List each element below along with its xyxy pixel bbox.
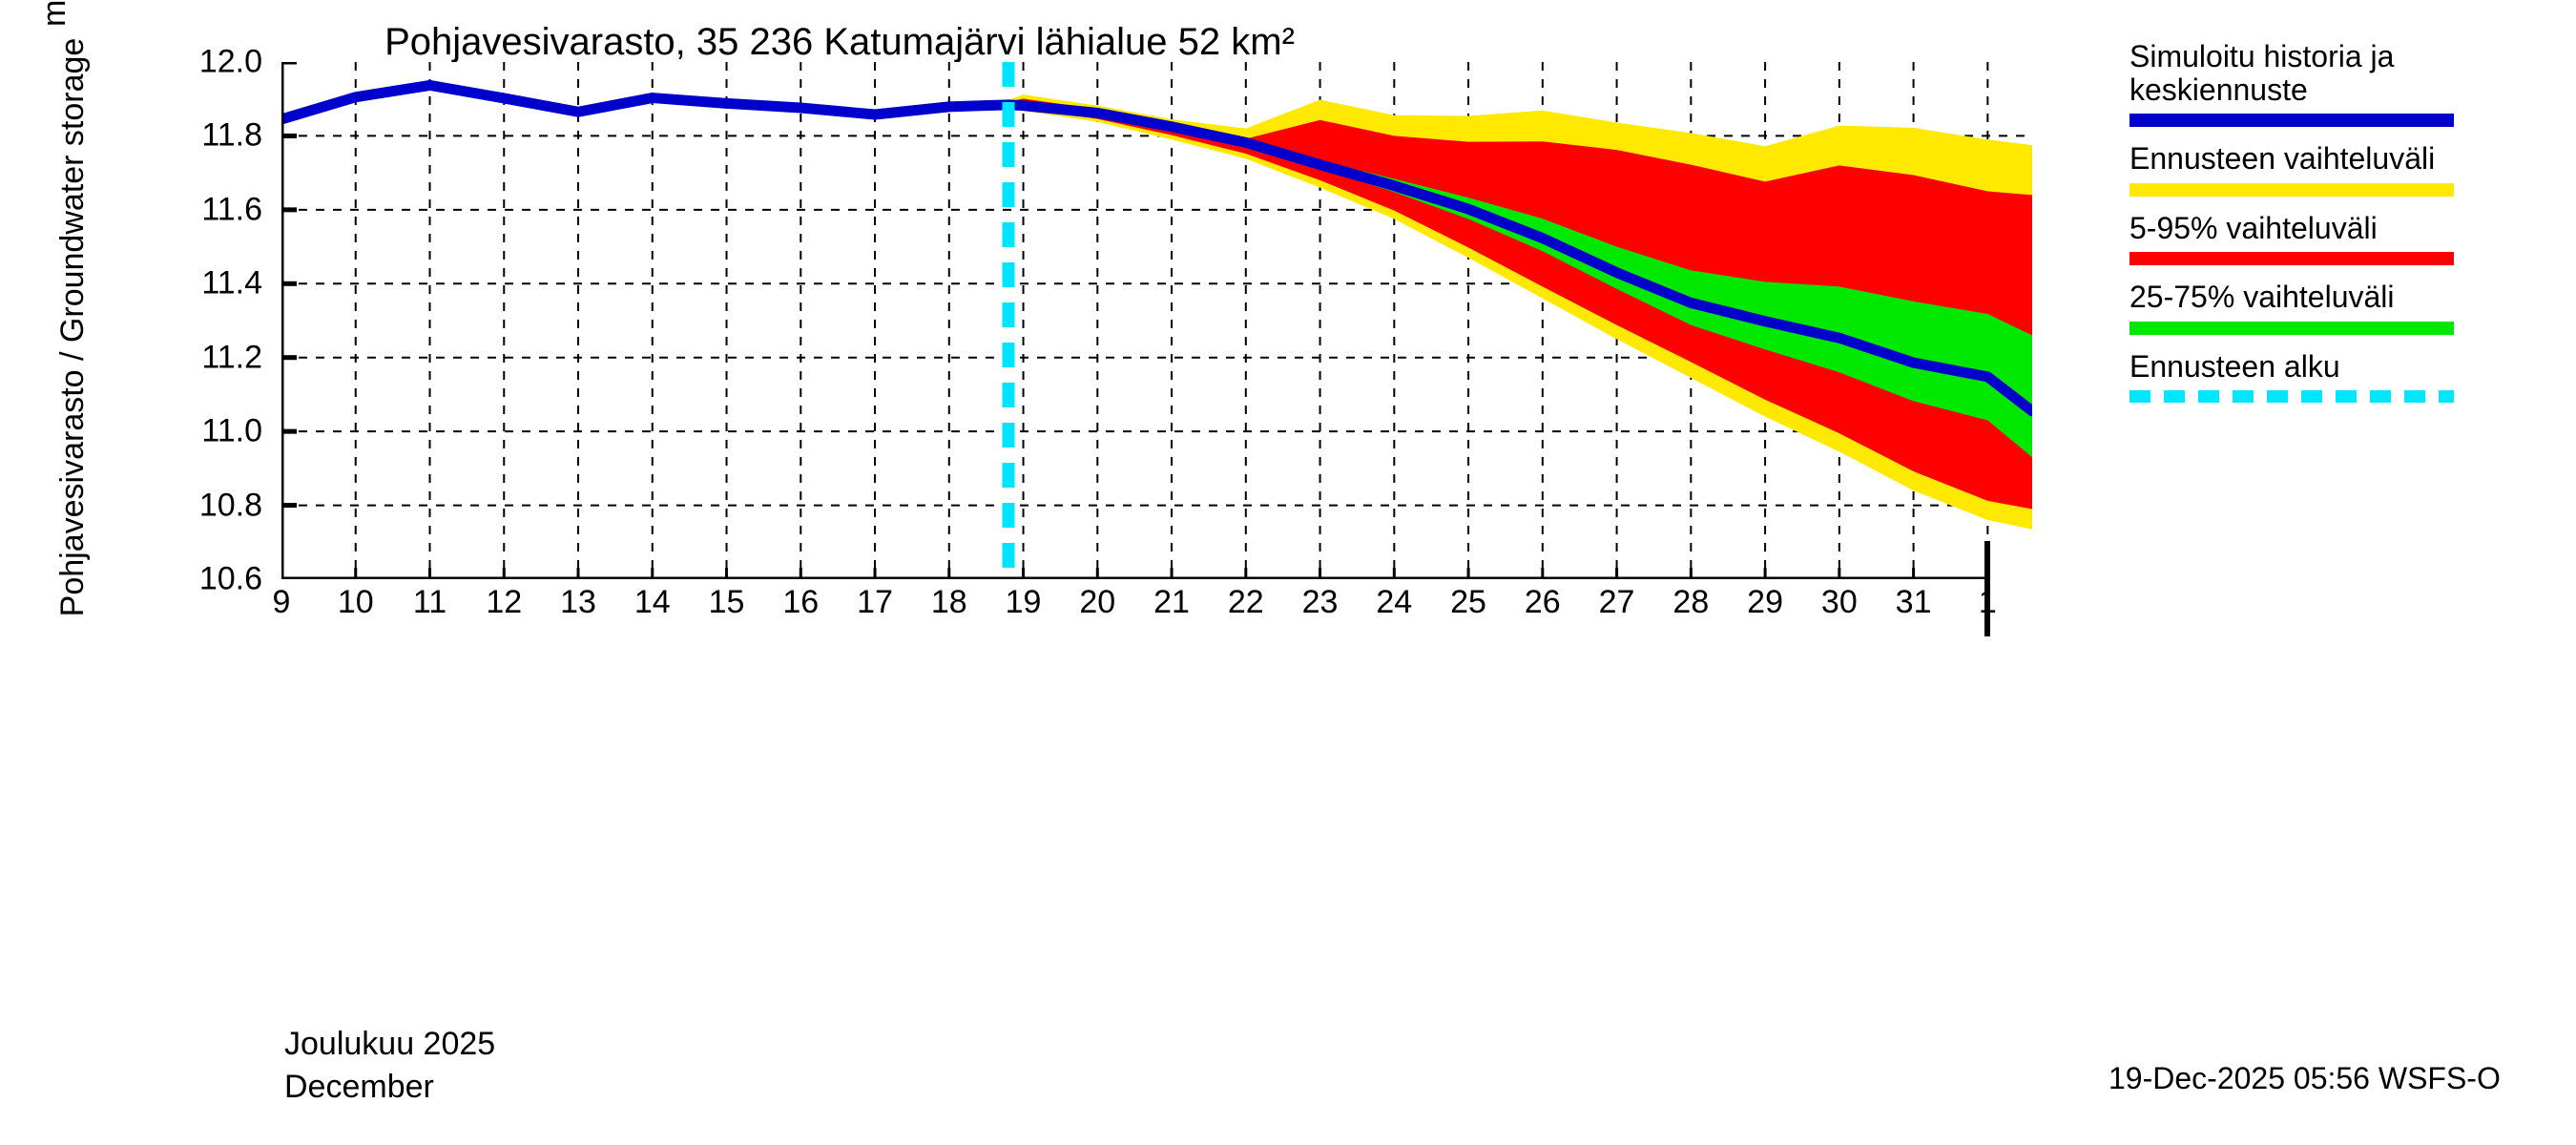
x-axis-tick-label: 9 (272, 584, 291, 620)
history-line (281, 79, 1014, 125)
legend-swatch-solid (2129, 114, 2454, 128)
x-axis-tick-label: 15 (708, 584, 745, 620)
x-axis-tick-label: 19 (1005, 584, 1042, 620)
y-axis-tick-label: 10.8 (198, 487, 262, 524)
legend-label: 5-95% vaihteluväli (2129, 210, 2378, 245)
page-title: Pohjavesivarasto, 35 236 Katumajärvi läh… (384, 21, 1295, 63)
y-axis-tick-label: 11.0 (201, 412, 262, 449)
legend-label: Ennusteen vaihteluväli (2129, 141, 2436, 177)
y-axis-tick-labels: 10.6 10.8 11.0 11.2 11.4 11.6 11.8 12.0 (134, 44, 262, 597)
legend-swatch-solid (2129, 252, 2454, 266)
y-axis-tick-label: 10.6 (198, 560, 262, 597)
x-axis-tick-label: 23 (1301, 584, 1339, 620)
y-axis-tick-label: 11.2 (201, 339, 262, 376)
x-axis-tick-label: 24 (1376, 584, 1413, 620)
x-axis-month-label-fi: Joulukuu 2025 (284, 1026, 496, 1062)
x-axis-tick-label: 31 (1895, 584, 1932, 620)
month-boundary-marker (1984, 541, 1991, 636)
y-axis-tick-label: 12.0 (198, 43, 262, 80)
x-axis-tick-labels: 9 10 11 12 13 14 15 16 17 18 19 20 21 22 23 24 25 26 27 28 2… (273, 584, 2075, 628)
x-axis-tick-label: 30 (1820, 584, 1858, 620)
x-axis-tick-label: 29 (1747, 584, 1783, 620)
legend-swatch-solid (2129, 182, 2454, 197)
x-axis-tick-label: 27 (1598, 584, 1635, 620)
x-axis-tick-label: 26 (1524, 584, 1561, 620)
x-axis-tick-label: 13 (560, 584, 596, 620)
x-axis-tick-label: 22 (1227, 584, 1264, 620)
chart-legend: Simuloitu historia ja keskiennuste Ennust… (2129, 40, 2568, 418)
y-axis-tick-label: 11.4 (201, 264, 262, 302)
legend-25-75[interactable]: 25-75% vaihteluväli (2129, 281, 2568, 335)
legend-simulated-history[interactable]: Simuloitu historia ja keskiennuste (2129, 39, 2568, 128)
x-axis-tick-label: 28 (1672, 584, 1710, 620)
y-axis-label: Pohjavesivarasto / Groundwater storage (54, 37, 91, 617)
legend-label: 25-75% vaihteluväli (2129, 280, 2395, 315)
legend-label: Ennusteen alku (2129, 348, 2340, 384)
x-axis-tick-label: 16 (782, 584, 820, 620)
x-axis-tick-label: 25 (1450, 584, 1486, 620)
plot-area (281, 62, 2032, 579)
x-axis-month-label-en: December (284, 1069, 434, 1105)
x-axis-tick-label: 17 (857, 584, 893, 620)
legend-forecast-range[interactable]: Ennusteen vaihteluväli (2129, 142, 2568, 197)
y-axis-tick-label: 11.8 (201, 116, 262, 154)
legend-5-95[interactable]: 5-95% vaihteluväli (2129, 212, 2568, 266)
y-axis-tick-label: 11.6 (201, 191, 262, 228)
legend-swatch-solid (2129, 321, 2454, 335)
x-axis-tick-label: 11 (412, 584, 447, 620)
x-axis-tick-label: 10 (337, 584, 374, 620)
x-axis-tick-label: 14 (634, 584, 671, 620)
band-5-95 (1008, 98, 2032, 510)
x-axis-tick-label: 21 (1153, 584, 1190, 620)
median-forecast-line (1003, 99, 2032, 417)
x-axis-tick-label: 18 (930, 584, 967, 620)
x-axis-tick-label: 12 (486, 584, 523, 620)
legend-forecast-start[interactable]: Ennusteen alku (2129, 350, 2568, 404)
chart-canvas (281, 62, 2032, 579)
legend-swatch-dashed (2129, 390, 2454, 404)
legend-label: Simuloitu historia ja keskiennuste (2129, 39, 2395, 107)
x-axis-tick-label: 20 (1079, 584, 1116, 620)
timestamp-label: 19-Dec-2025 05:56 WSFS-O (2109, 1061, 2501, 1095)
